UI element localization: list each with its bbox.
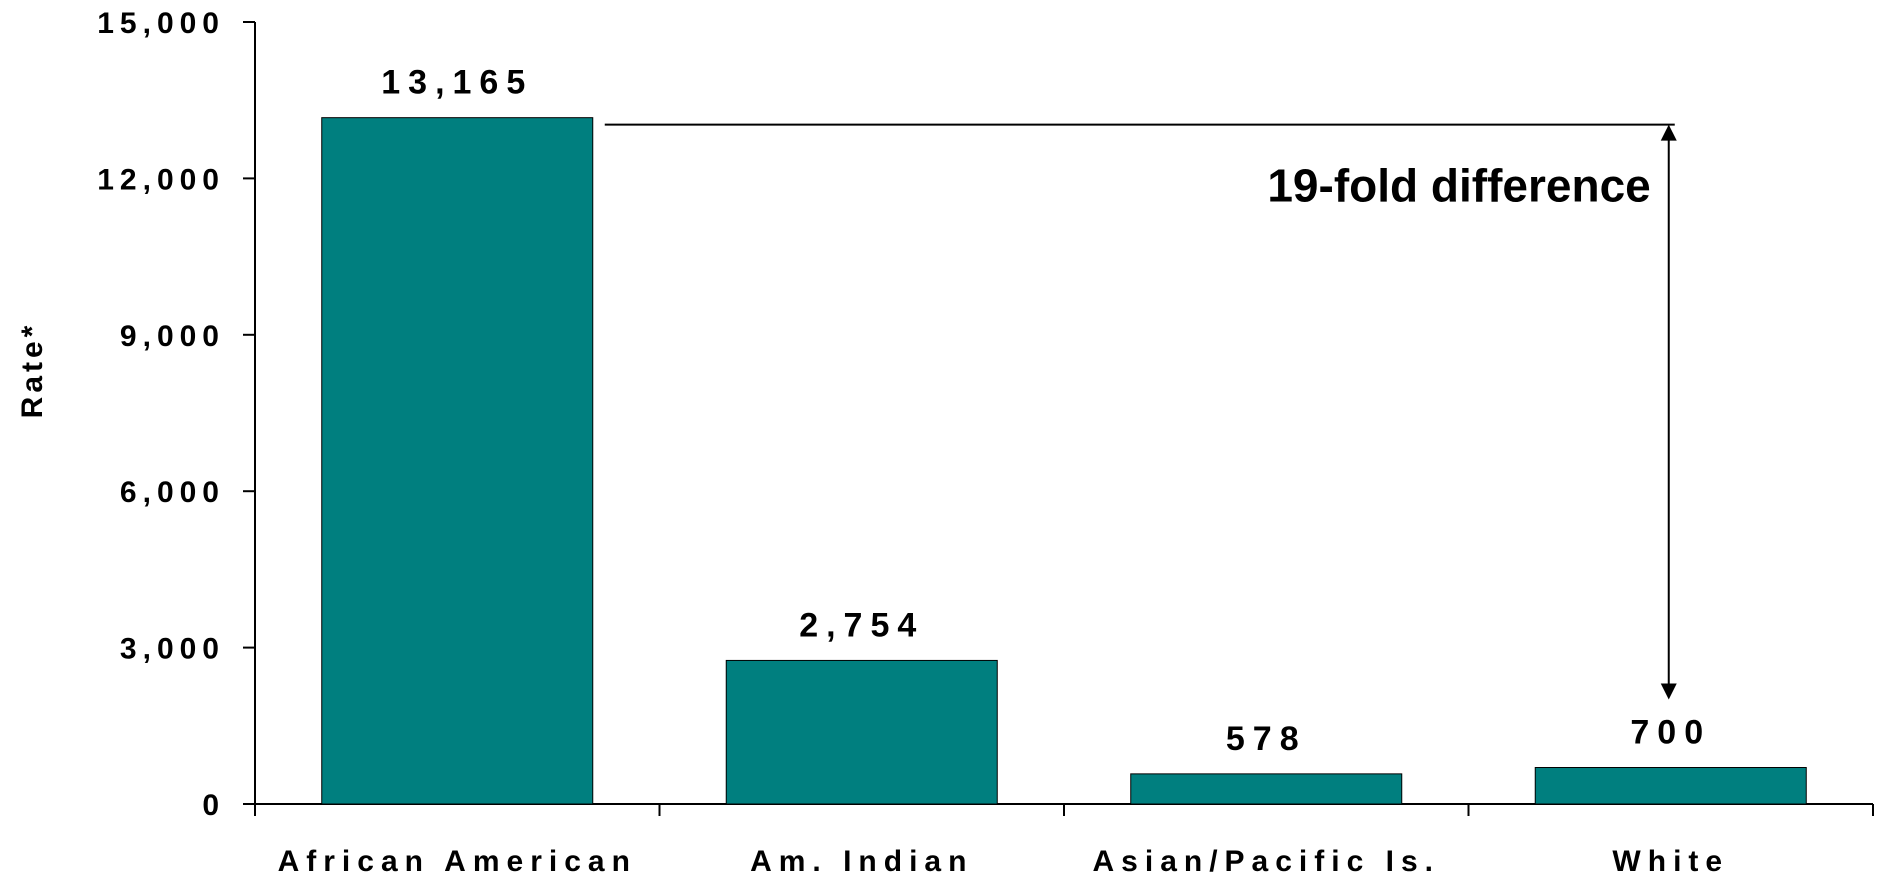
category-label: Asian/Pacific Is.	[1093, 845, 1440, 875]
annotation-text: 19-fold difference	[1267, 160, 1650, 212]
data-labels: 13,165 2,754 578 700	[381, 64, 1711, 758]
y-tick-label: 0	[202, 789, 225, 822]
bars	[321, 117, 1807, 805]
data-label: 13,165	[381, 64, 533, 102]
y-tick-label: 12,000	[97, 163, 225, 196]
category-labels: African American Am. Indian Asian/Pacific …	[278, 845, 1729, 875]
category-label: Am. Indian	[750, 845, 973, 875]
y-axis: 0 3,000 6,000 9,000 12,000 15,000	[97, 7, 256, 822]
bar	[321, 117, 594, 805]
category-label: African American	[278, 845, 637, 875]
y-tick-label: 9,000	[120, 320, 225, 353]
data-label: 2,754	[799, 606, 924, 644]
fold-difference-annotation: 19-fold difference	[604, 123, 1677, 700]
y-tick-label: 15,000	[97, 7, 225, 40]
x-axis	[254, 803, 1874, 816]
y-tick-label: 3,000	[120, 633, 225, 666]
data-label: 578	[1226, 720, 1307, 758]
bar	[725, 659, 998, 805]
category-label: White	[1612, 845, 1729, 875]
arrowhead-up-icon	[1660, 124, 1677, 141]
y-tick-label: 6,000	[120, 476, 225, 509]
arrowhead-down-icon	[1660, 683, 1677, 700]
data-label: 700	[1630, 714, 1711, 752]
y-axis-label: Rate*	[16, 322, 49, 419]
bar	[1534, 767, 1807, 805]
bar	[1130, 773, 1403, 805]
